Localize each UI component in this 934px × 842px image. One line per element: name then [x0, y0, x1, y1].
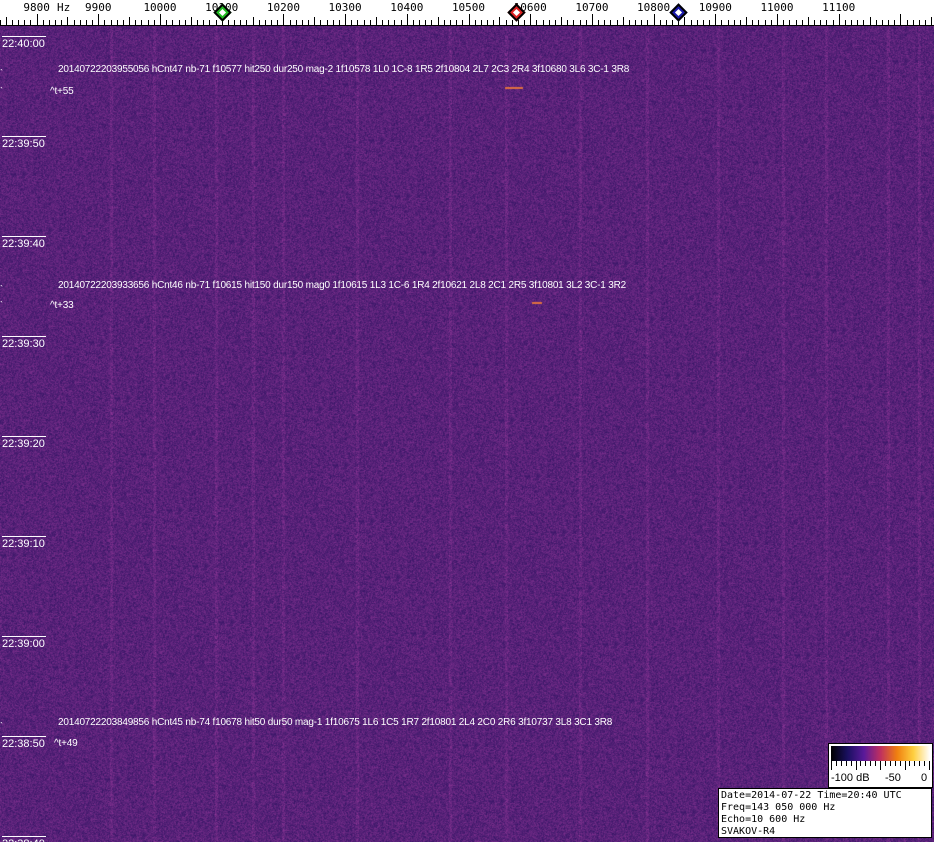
- info-frequency: Freq=143 050 000 Hz: [721, 802, 836, 813]
- info-station: SVAKOV-R4: [721, 826, 776, 837]
- time-tick-label: 22:40:00: [2, 36, 46, 50]
- info-echo: Echo=10 600 Hz: [721, 814, 806, 825]
- frequency-tick-label: 11000: [760, 1, 794, 14]
- info-date-time: Date=2014-07-22 Time=20:40 UTC: [721, 790, 902, 801]
- frequency-tick-label: 9900: [85, 1, 112, 14]
- time-label-text: 22:39:50: [2, 138, 45, 150]
- colorbar: -100 dB -50 0: [828, 743, 933, 788]
- frequency-tick-label: 11100: [822, 1, 856, 14]
- frequency-tick-label: 10700: [575, 1, 609, 14]
- colorbar-label-mid: -50: [885, 772, 901, 784]
- frequency-tick-label: 10000: [143, 1, 177, 14]
- time-label-text: 22:38:50: [2, 738, 45, 750]
- row-marker: `: [0, 721, 3, 731]
- meteor-time-offset: ^t+49: [54, 738, 78, 749]
- row-marker: `: [0, 300, 3, 310]
- frequency-unit: Hz: [56, 1, 71, 14]
- time-tick-label: 22:39:00: [2, 636, 46, 650]
- info-box: Date=2014-07-22 Time=20:40 UTC Freq=143 …: [718, 788, 932, 838]
- meteor-detection-annotation: 20140722203849856 hCnt45 nb-74 f10678 hi…: [58, 717, 613, 728]
- colorbar-label-min: -100 dB: [831, 772, 870, 784]
- time-label-text: 22:38:40: [2, 838, 45, 842]
- frequency-tick-label: 10200: [266, 1, 300, 14]
- time-label-text: 22:39:10: [2, 538, 45, 550]
- meteor-detection-annotation: 20140722203933656 hCnt46 nb-71 f10615 hi…: [58, 280, 626, 291]
- waterfall-heatmap: [0, 26, 934, 842]
- frequency-tick-label: 10500: [451, 1, 486, 14]
- time-label-text: 22:39:30: [2, 338, 45, 350]
- meteor-time-offset: ^t+55: [50, 86, 74, 97]
- frequency-tick-label: 9800: [23, 1, 50, 14]
- time-label-text: 22:39:40: [2, 238, 45, 250]
- time-label-text: 22:39:00: [2, 638, 45, 650]
- colorbar-gradient: [831, 746, 930, 761]
- time-tick-label: 22:39:50: [2, 136, 46, 150]
- time-tick-label: 22:38:50: [2, 736, 46, 750]
- frequency-tick-label: 10400: [390, 1, 424, 14]
- time-tick-label: 22:39:30: [2, 336, 46, 350]
- frequency-tick-label: 10800: [637, 1, 671, 14]
- time-tick-label: 22:39:20: [2, 436, 46, 450]
- time-label-text: 22:40:00: [2, 38, 45, 50]
- meteor-detection-annotation: 20140722203955056 hCnt47 nb-71 f10577 hi…: [58, 64, 630, 75]
- frequency-tick-label: 10900: [698, 1, 732, 14]
- row-marker: `: [0, 86, 3, 96]
- time-label-text: 22:39:20: [2, 438, 45, 450]
- frequency-axis: 9800Hz9900100001010010200103001040010500…: [0, 0, 934, 26]
- meteor-time-offset: ^t+33: [50, 300, 74, 311]
- colorbar-ticks: [831, 761, 930, 770]
- time-tick-label: 22:38:40: [2, 836, 46, 842]
- time-tick-label: 22:39:40: [2, 236, 46, 250]
- time-tick-label: 22:39:10: [2, 536, 46, 550]
- row-marker: `: [0, 68, 3, 78]
- row-marker: `: [0, 284, 3, 294]
- frequency-ticks: [0, 14, 934, 26]
- colorbar-label-max: 0: [921, 772, 928, 784]
- frequency-tick-label: 10300: [328, 1, 362, 14]
